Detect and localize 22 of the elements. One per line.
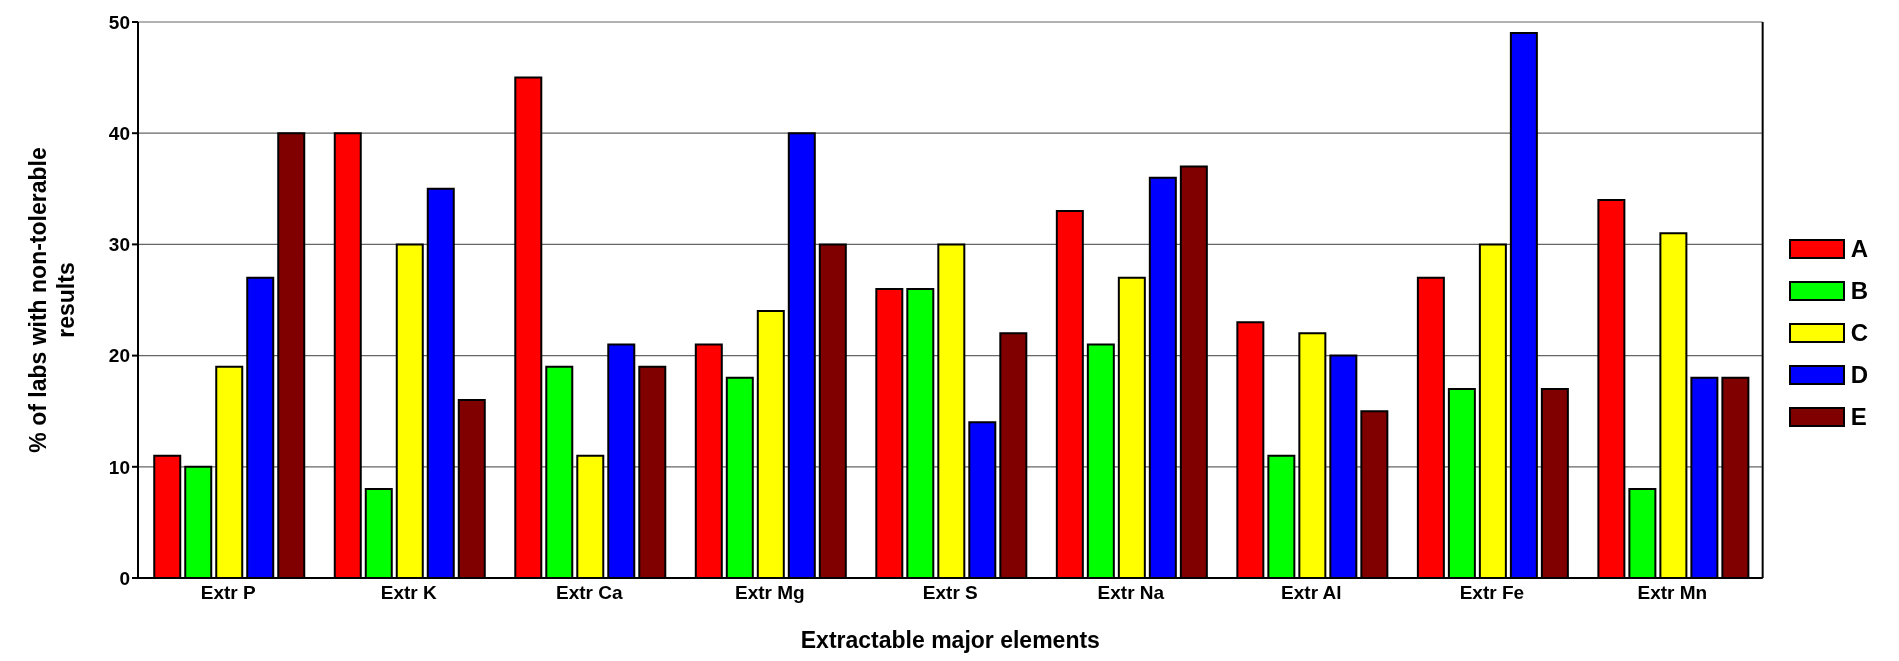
y-axis-title: % of labs with non-tolerable results (25, 147, 79, 453)
x-tick-label: Extr Mg (734, 582, 805, 604)
legend-label: D (1850, 361, 1868, 389)
y-tick-label: 50 (108, 11, 130, 33)
x-tick-label: Extr Mn (1637, 582, 1708, 604)
legend-label: E (1850, 403, 1867, 431)
legend-label: A (1850, 235, 1868, 263)
x-tick-label: Extr Fe (1459, 582, 1525, 604)
legend-label: C (1850, 319, 1868, 347)
x-tick-label: Extr P (200, 582, 257, 604)
x-tick-label: Extr S (922, 582, 978, 604)
x-tick-label: Extr K (380, 582, 438, 604)
x-tick-label: Extr Na (1097, 582, 1165, 604)
y-tick-label: 0 (119, 567, 130, 589)
y-tick-label: 40 (108, 122, 130, 144)
y-tick-label: 30 (108, 234, 130, 256)
legend-label: B (1850, 277, 1868, 305)
x-axis-title: Extractable major elements (800, 627, 1100, 653)
y-tick-label: 10 (108, 456, 130, 478)
x-tick-label: Extr Al (1281, 582, 1342, 604)
x-tick-label: Extr Ca (556, 582, 623, 604)
y-tick-label: 20 (108, 345, 130, 367)
